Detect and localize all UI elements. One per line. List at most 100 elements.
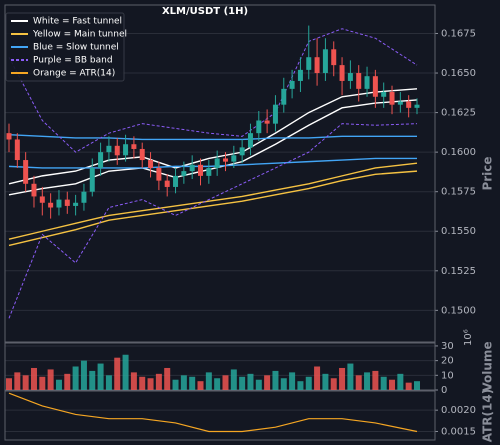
candle-body	[214, 158, 220, 168]
candle-body	[414, 104, 420, 108]
volume-bar	[105, 375, 112, 390]
volume-bar	[14, 372, 21, 390]
candle-body	[73, 202, 79, 206]
axis-label: Price	[481, 156, 495, 190]
volume-bar	[264, 375, 271, 390]
candle-body	[289, 80, 295, 89]
candle-body	[39, 196, 45, 203]
volume-bar	[47, 369, 54, 390]
candle-body	[131, 144, 137, 149]
candle-body	[314, 57, 320, 74]
candle-body	[81, 191, 87, 203]
volume-bar	[322, 373, 329, 390]
candle-body	[381, 92, 387, 97]
volume-bar	[222, 375, 229, 390]
candle-body	[356, 73, 362, 89]
volume-bar	[314, 366, 321, 390]
y-tick-label: 0.1575	[441, 187, 476, 198]
line	[8, 392, 418, 433]
volume-bar	[347, 363, 354, 390]
volume-bar	[280, 378, 287, 390]
y-tick-label: 20	[441, 356, 454, 367]
volume-bar	[397, 373, 404, 390]
candle-body	[173, 175, 179, 187]
volume-bar	[205, 372, 212, 390]
volume-bar	[372, 370, 379, 390]
volume-bar	[122, 354, 129, 390]
candle-body	[139, 148, 145, 161]
legend-label: Blue = Slow tunnel	[33, 43, 119, 53]
volume-bar	[180, 375, 187, 390]
candle-body	[306, 57, 312, 70]
candle-body	[148, 160, 154, 168]
candle-body	[31, 183, 37, 197]
volume-bar	[197, 381, 204, 390]
candle-body	[347, 73, 353, 81]
line	[8, 170, 418, 247]
candle-body	[14, 139, 20, 161]
candle-body	[222, 158, 228, 162]
offset-label: 10⁶	[463, 329, 474, 346]
candle-body	[322, 49, 328, 74]
volume-bar	[6, 378, 12, 390]
volume-bar	[289, 372, 296, 390]
candle-body	[156, 167, 162, 181]
candle-body	[56, 199, 62, 208]
volume-bar	[214, 378, 221, 390]
y-tick-label: 0.0020	[441, 405, 476, 416]
candle-body	[406, 101, 412, 108]
volume-bar	[155, 373, 162, 390]
axis-label: Volume	[481, 341, 495, 391]
y-tick-label: 0	[441, 385, 447, 396]
volume-bar	[272, 370, 279, 390]
volume-bar	[72, 366, 79, 390]
volume-bar	[339, 367, 346, 390]
y-tick-label: 0.1525	[441, 266, 476, 277]
volume-bar	[405, 382, 412, 390]
volume-bar	[355, 375, 362, 390]
volume-bar	[89, 370, 96, 390]
volume-bar	[380, 376, 387, 390]
y-tick-label: 0.1625	[441, 108, 476, 119]
legend-label: Purple = BB band	[33, 56, 113, 66]
candle-body	[256, 120, 262, 134]
volume-bar	[64, 373, 71, 390]
volume-bar	[147, 378, 154, 390]
candle-body	[89, 167, 95, 192]
candle-body	[297, 69, 303, 81]
volume-bar	[239, 376, 246, 390]
candle-body	[364, 76, 370, 89]
candle-body	[206, 167, 212, 176]
candle-body	[397, 101, 403, 105]
volume-bar	[297, 381, 304, 390]
candle-body	[264, 120, 270, 124]
volume-bar	[389, 379, 396, 390]
line	[8, 123, 418, 319]
volume-bar	[164, 367, 171, 390]
legend-label: White = Fast tunnel	[33, 17, 122, 27]
candle-body	[6, 133, 12, 140]
candle-body	[281, 88, 287, 105]
axis-label: ATR(14)	[481, 389, 495, 442]
candle-body	[389, 92, 395, 105]
volume-bar	[130, 372, 137, 390]
candle-body	[198, 164, 204, 176]
candle-body	[239, 147, 245, 156]
y-tick-label: 0.1675	[441, 28, 476, 39]
candle-body	[98, 152, 104, 168]
y-tick-label: 0.1600	[441, 147, 476, 158]
candle-body	[339, 65, 345, 81]
candle-body	[64, 199, 70, 206]
volume-bar	[22, 375, 29, 390]
candle-body	[331, 49, 337, 66]
line	[8, 28, 418, 153]
volume-bar	[30, 367, 37, 390]
candle-body	[247, 133, 253, 148]
volume-bar	[97, 363, 104, 390]
volume-bar	[247, 373, 254, 390]
volume-bar	[139, 376, 146, 390]
volume-bar	[414, 381, 420, 390]
candle-body	[181, 171, 187, 176]
